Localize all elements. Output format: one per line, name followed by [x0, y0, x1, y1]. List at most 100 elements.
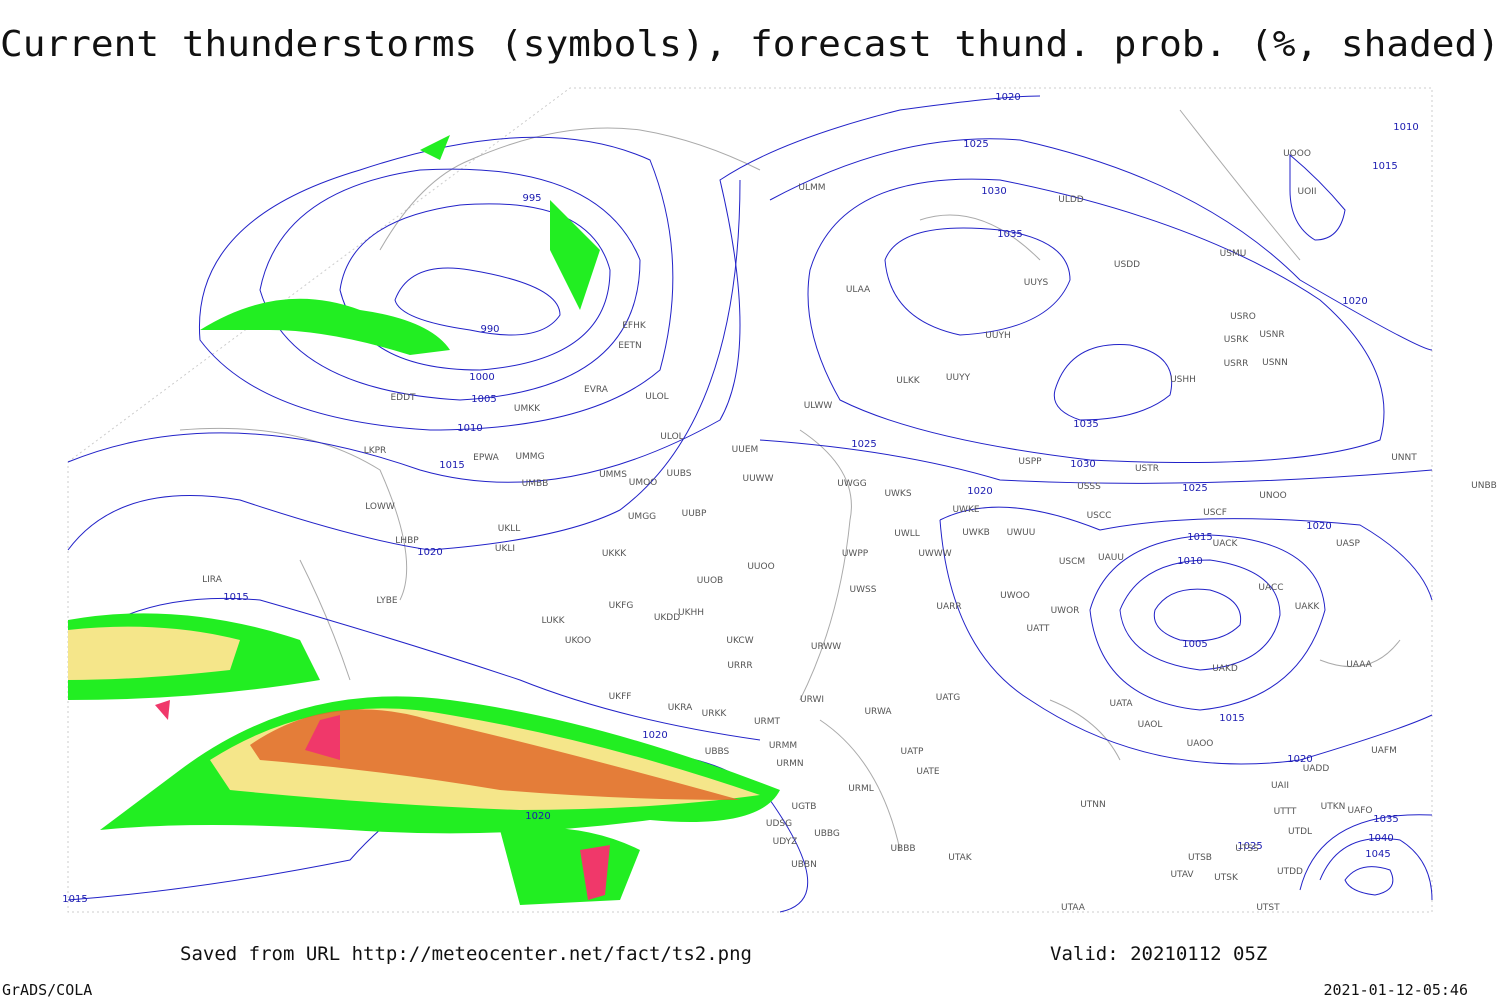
- station-label: UBBS: [705, 747, 730, 757]
- station-label: UOII: [1298, 187, 1317, 197]
- isobar-label: 1040: [1368, 833, 1393, 844]
- station-label: UADD: [1303, 764, 1330, 774]
- timestamp: 2021-01-12-05:46: [1324, 981, 1469, 999]
- station-label: UTDL: [1288, 827, 1312, 837]
- station-label: UTTT: [1274, 807, 1297, 817]
- isobar-label: 1020: [1342, 296, 1367, 307]
- station-label: UWLL: [894, 529, 920, 539]
- station-label: USNR: [1259, 330, 1284, 340]
- station-label: UOOO: [1283, 149, 1311, 159]
- station-label: UTDD: [1277, 867, 1303, 877]
- station-label: URMM: [769, 741, 797, 751]
- station-label: USHH: [1170, 375, 1196, 385]
- station-label: UWWW: [918, 549, 951, 559]
- station-label: UMMS: [599, 470, 627, 480]
- station-label: USNN: [1262, 358, 1288, 368]
- station-label: ULOL: [645, 392, 668, 402]
- station-label: ULOL: [660, 432, 683, 442]
- station-label: UNNT: [1391, 453, 1417, 463]
- station-label: LKPR: [364, 446, 387, 456]
- valid-time: Valid: 20210112 05Z: [1050, 943, 1267, 965]
- station-label: UACC: [1258, 583, 1283, 593]
- station-label: UBBN: [791, 860, 817, 870]
- station-label: UAAA: [1346, 660, 1372, 670]
- isobar-label: 1015: [62, 894, 87, 905]
- station-label: UWKB: [962, 528, 990, 538]
- isobar-label: 1035: [1073, 419, 1098, 430]
- station-label: ULKK: [896, 376, 921, 386]
- isobar-label: 1015: [439, 460, 464, 471]
- station-label: UACK: [1213, 539, 1239, 549]
- isobar-label: 1015: [1372, 161, 1397, 172]
- station-label: UTSK: [1214, 873, 1239, 883]
- station-label: UUOO: [747, 562, 774, 572]
- isobar: [1119, 559, 1281, 671]
- station-label: URML: [848, 784, 874, 794]
- station-label: LHBP: [395, 536, 419, 546]
- station-label: UUOB: [697, 576, 723, 586]
- isobar-label: 1010: [1393, 122, 1418, 133]
- station-label: UKCW: [726, 636, 753, 646]
- station-label: ULWW: [804, 401, 833, 411]
- station-label: LYBE: [376, 596, 397, 606]
- isobar: [807, 178, 1385, 463]
- station-label: UMKK: [514, 404, 541, 414]
- station-label: ULMM: [798, 183, 825, 193]
- saved-url: Saved from URL http://meteocenter.net/fa…: [180, 943, 752, 965]
- station-label: UKLL: [498, 524, 521, 534]
- station-label: USRK: [1224, 335, 1250, 345]
- credit: GrADS/COLA: [2, 981, 92, 999]
- station-label: UKLI: [495, 544, 515, 554]
- station-label: UATT: [1027, 624, 1050, 634]
- isobar-label: 1020: [417, 547, 442, 558]
- isobar-label: 1035: [997, 229, 1022, 240]
- isobar: [769, 138, 1433, 351]
- station-label: UWKS: [884, 489, 911, 499]
- isobar: [1289, 153, 1346, 241]
- station-label: UMBB: [522, 479, 549, 489]
- station-label: UUEM: [732, 445, 759, 455]
- station-label: UKOO: [565, 636, 591, 646]
- isobar: [79, 597, 761, 741]
- isobar-label: 1020: [995, 92, 1020, 103]
- station-label: URMN: [776, 759, 803, 769]
- station-label: UTNN: [1080, 800, 1106, 810]
- station-label: UKDD: [654, 613, 680, 623]
- isobar-label: 1030: [981, 186, 1006, 197]
- station-label: UUYY: [946, 373, 971, 383]
- station-label: UMOO: [629, 478, 658, 488]
- station-label: UTKN: [1321, 802, 1346, 812]
- station-label: UDYZ: [773, 837, 798, 847]
- station-label: UKKK: [602, 549, 627, 559]
- thunderstorm-probability-shading: [250, 709, 740, 800]
- station-label: UATE: [916, 767, 940, 777]
- station-label: UAUU: [1098, 553, 1124, 563]
- isobar-label: 1025: [1182, 483, 1207, 494]
- station-label: UTAA: [1061, 903, 1086, 913]
- station-label: USSS: [1077, 482, 1101, 492]
- station-label: URWW: [811, 642, 841, 652]
- station-label: USRR: [1224, 359, 1249, 369]
- station-label: URMT: [754, 717, 781, 727]
- isobar-label: 1005: [1182, 639, 1207, 650]
- station-label: UWOR: [1051, 606, 1080, 616]
- isobar: [884, 227, 1071, 336]
- station-label: UWUU: [1007, 528, 1036, 538]
- station-label: UMMG: [515, 452, 544, 462]
- station-label: UATG: [936, 693, 961, 703]
- isobar-label: 990: [480, 324, 499, 335]
- station-label: UWGG: [837, 479, 866, 489]
- station-label: UARR: [936, 602, 961, 612]
- station-label: UWPP: [842, 549, 869, 559]
- station-label: UWOO: [1000, 591, 1030, 601]
- isobar: [1299, 814, 1433, 901]
- station-label: USRO: [1230, 312, 1256, 322]
- station-label: EETN: [618, 341, 642, 351]
- station-label: USCF: [1203, 508, 1227, 518]
- station-label: UAOL: [1138, 720, 1163, 730]
- station-label: UASP: [1336, 539, 1360, 549]
- station-label: URRR: [727, 661, 752, 671]
- station-label: UTST: [1256, 903, 1280, 913]
- isobar: [759, 439, 1433, 484]
- isobar-label: 1020: [1287, 754, 1312, 765]
